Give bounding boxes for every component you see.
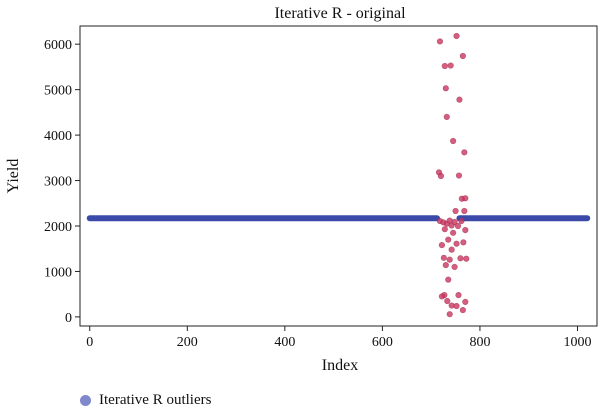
data-point [451, 263, 458, 271]
data-point [443, 113, 450, 121]
data-point [453, 302, 460, 310]
y-tick-label: 0 [65, 311, 72, 326]
x-tick-label: 0 [86, 335, 93, 350]
legend-marker [80, 394, 91, 406]
plot-frame [79, 25, 598, 327]
axes: 0 200 400 600 800 1000 0 1000 2000 3000 4000 5000 60… [44, 25, 598, 350]
data-point [438, 241, 446, 249]
data-point [437, 172, 445, 180]
y-tick-label: 3000 [44, 175, 72, 190]
y-tick-label: 5000 [44, 84, 72, 99]
data-point [441, 62, 448, 70]
data-point [451, 218, 458, 226]
legend: Iterative R outliers [80, 390, 211, 410]
data-point [442, 261, 449, 269]
scatter-points [435, 32, 470, 318]
data-point [461, 207, 468, 215]
x-tick-label: 200 [177, 335, 198, 350]
data-point [459, 306, 466, 314]
data-point [459, 52, 466, 60]
data-point [440, 254, 447, 261]
data-point [463, 255, 470, 262]
data-point [438, 293, 446, 300]
y-tick-label: 4000 [44, 129, 72, 144]
x-tick-label: 1000 [563, 335, 591, 350]
data-point [446, 256, 453, 263]
data-point [442, 85, 449, 92]
y-tick-label: 2000 [44, 220, 72, 235]
data-point [450, 229, 457, 236]
data-point [462, 195, 469, 202]
chart-title: Iterative R - original [274, 5, 406, 22]
data-point [447, 62, 454, 69]
data-point [456, 96, 463, 103]
data-point [453, 240, 460, 247]
data-point [450, 137, 457, 145]
data-point [436, 38, 444, 45]
data-point [446, 311, 453, 318]
data-point [454, 222, 462, 230]
data-point [444, 297, 451, 305]
legend-label: Iterative R outliers [99, 391, 212, 408]
data-point [458, 217, 465, 225]
y-tick-label: 6000 [44, 38, 72, 53]
y-axis-label: Yield [5, 159, 22, 194]
data-point [441, 226, 448, 233]
data-point [457, 255, 464, 262]
data-point [445, 236, 452, 243]
x-tick-label: 800 [469, 335, 490, 350]
data-point [445, 276, 452, 283]
x-tick-label: 400 [274, 335, 295, 350]
data-point [455, 172, 463, 179]
data-point [461, 149, 468, 156]
data-point [448, 246, 455, 253]
x-axis-label: Index [322, 357, 358, 374]
data-point [462, 226, 469, 234]
x-tick-label: 600 [372, 335, 393, 350]
data-point [462, 298, 469, 306]
data-point [455, 291, 462, 299]
y-tick-label: 1000 [44, 265, 72, 280]
data-point [453, 32, 460, 40]
data-point [460, 239, 467, 246]
data-point [452, 207, 459, 215]
